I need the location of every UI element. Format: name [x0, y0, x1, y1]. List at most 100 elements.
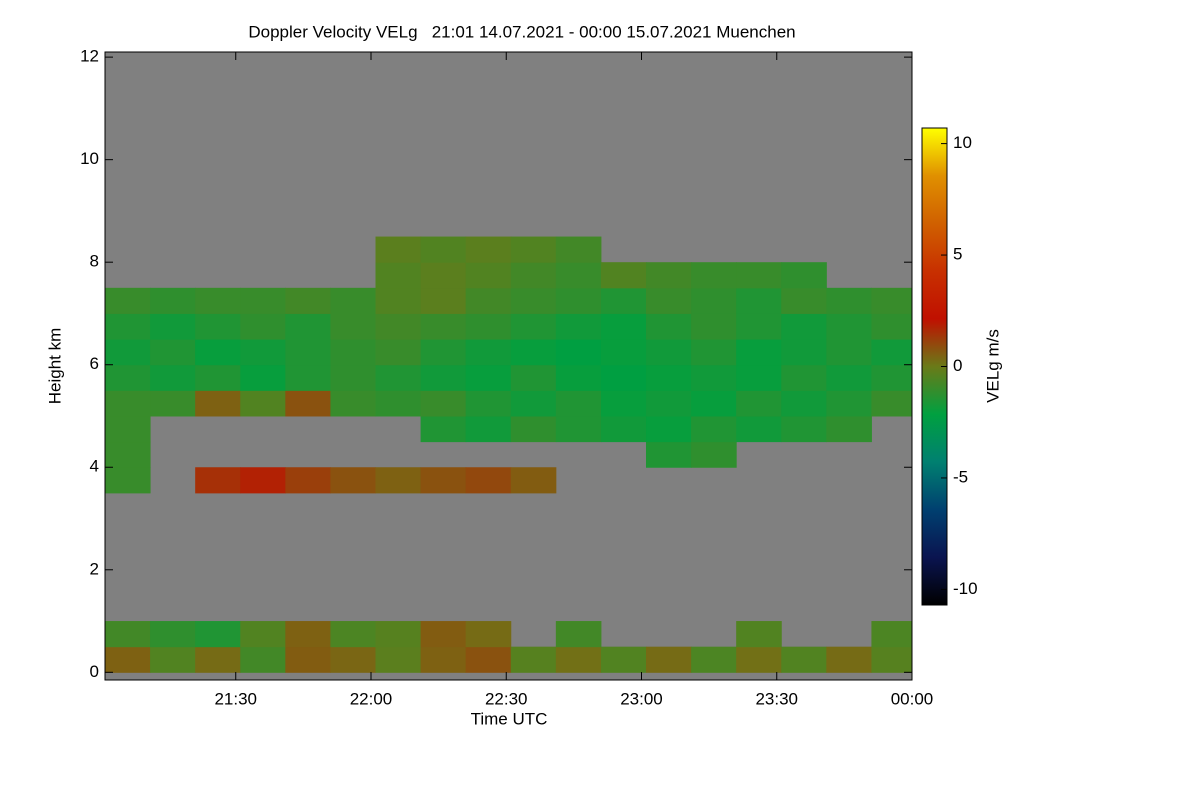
- colorbar-tick-label: 0: [953, 356, 962, 375]
- heatmap-cell: [420, 287, 467, 314]
- heatmap-cell: [420, 313, 467, 340]
- heatmap-cell: [420, 262, 467, 289]
- heatmap-cell: [510, 287, 557, 314]
- heatmap-cell: [195, 621, 241, 648]
- heatmap-cell: [871, 287, 913, 314]
- heatmap-cell: [285, 646, 331, 673]
- heatmap-cell: [871, 646, 913, 673]
- heatmap-cell: [375, 364, 422, 391]
- heatmap-cell: [510, 390, 557, 417]
- heatmap-cell: [510, 415, 557, 443]
- heatmap-cell: [150, 646, 196, 673]
- heatmap-cell: [240, 621, 286, 648]
- heatmap-cell: [600, 364, 647, 391]
- heatmap-cell: [465, 287, 512, 314]
- heatmap-cell: [240, 287, 286, 314]
- heatmap-cell: [375, 313, 422, 340]
- heatmap-cell: [105, 339, 151, 366]
- heatmap-cell: [330, 621, 377, 648]
- heatmap-cell: [195, 339, 241, 366]
- heatmap-cell: [420, 390, 467, 417]
- heatmap-cell: [555, 313, 602, 340]
- heatmap-cell: [285, 390, 331, 417]
- heatmap-cell: [646, 390, 692, 417]
- x-axis-label: Time UTC: [471, 709, 548, 728]
- colorbar-label: VELg m/s: [983, 329, 1002, 403]
- heatmap-cell: [240, 646, 286, 673]
- heatmap-cell: [600, 313, 647, 340]
- heatmap-cell: [736, 313, 782, 340]
- heatmap-cell: [150, 621, 196, 648]
- x-tick-label: 23:00: [620, 689, 663, 708]
- heatmap-cell: [871, 621, 913, 648]
- heatmap-cell: [781, 262, 827, 289]
- heatmap-cell: [826, 646, 872, 673]
- heatmap-cell: [736, 287, 782, 314]
- heatmap-cell: [150, 390, 196, 417]
- heatmap-cell: [555, 287, 602, 314]
- heatmap-cell: [330, 339, 377, 366]
- heatmap-cell: [330, 364, 377, 391]
- heatmap-cell: [375, 646, 422, 673]
- heatmap-cell: [240, 339, 286, 366]
- heatmap-cell: [646, 287, 692, 314]
- heatmap-cell: [330, 313, 377, 340]
- heatmap-cell: [510, 467, 557, 494]
- heatmap-cell: [285, 467, 331, 494]
- plot-frame: [104, 51, 913, 681]
- heatmap-cell: [150, 313, 196, 340]
- heatmap-cell: [240, 390, 286, 417]
- heatmap-cell: [781, 287, 827, 314]
- heatmap-cell: [105, 621, 151, 648]
- heatmap-cell: [105, 390, 151, 417]
- heatmap-cell: [510, 339, 557, 366]
- heatmap-cell: [465, 313, 512, 340]
- heatmap-cell: [150, 287, 196, 314]
- heatmap-cell: [105, 646, 151, 673]
- heatmap-cell: [555, 415, 602, 443]
- heatmap-cell: [465, 415, 512, 443]
- heatmap-cell: [691, 287, 737, 314]
- heatmap-cell: [375, 621, 422, 648]
- heatmap-cell: [826, 339, 872, 366]
- heatmap-cell: [195, 646, 241, 673]
- heatmap-cell: [600, 390, 647, 417]
- heatmap-cell: [691, 415, 737, 443]
- heatmap-cell: [105, 287, 151, 314]
- heatmap-cell: [195, 287, 241, 314]
- heatmap-cell: [465, 621, 512, 648]
- heatmap-cell: [555, 646, 602, 673]
- heatmap-cell: [826, 287, 872, 314]
- heatmap-cell: [420, 339, 467, 366]
- y-tick-label: 8: [90, 252, 99, 271]
- heatmap-cell: [736, 262, 782, 289]
- heatmap-cell: [826, 313, 872, 340]
- heatmap-cell: [150, 339, 196, 366]
- heatmap-cell: [240, 364, 286, 391]
- heatmap-cell: [736, 390, 782, 417]
- heatmap-cell: [465, 364, 512, 391]
- heatmap-cell: [330, 646, 377, 673]
- heatmap-cell: [691, 364, 737, 391]
- heatmap-cell: [195, 390, 241, 417]
- y-tick-label: 2: [90, 559, 99, 578]
- heatmap-cell: [375, 287, 422, 314]
- heatmap-cell: [736, 621, 782, 648]
- x-tick-label: 00:00: [891, 689, 934, 708]
- y-tick-label: 10: [80, 149, 99, 168]
- heatmap-cell: [736, 364, 782, 391]
- heatmap-cell: [240, 313, 286, 340]
- heatmap-cell: [375, 236, 422, 263]
- heatmap-cell: [285, 313, 331, 340]
- heatmap-cell: [195, 364, 241, 391]
- heatmap-cell: [420, 621, 467, 648]
- heatmap-cell: [555, 364, 602, 391]
- heatmap-cell: [691, 441, 737, 468]
- heatmap-cell: [240, 467, 286, 494]
- heatmap-cell: [781, 415, 827, 443]
- heatmap-cell: [600, 646, 647, 673]
- heatmap-cell: [646, 339, 692, 366]
- colorbar-tick-label: -10: [953, 579, 978, 598]
- heatmap-cell: [736, 415, 782, 443]
